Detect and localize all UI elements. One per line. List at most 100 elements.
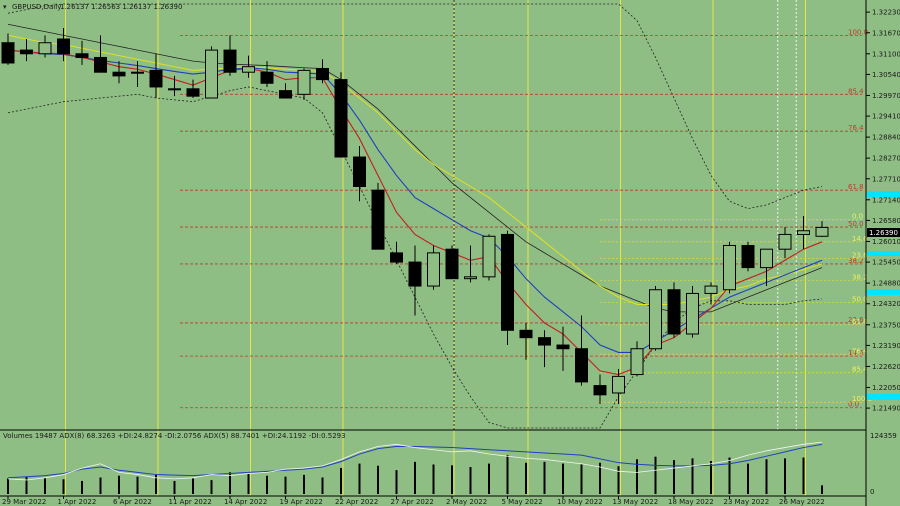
date-label: 11 Apr 2022 (169, 498, 212, 506)
candle-body (20, 49, 33, 55)
fib-yellow-label: 0.0 (852, 213, 863, 221)
fib-red-label: 100.0 (848, 28, 868, 36)
candle[interactable] (556, 326, 570, 371)
fib-red-label: 14.6 (848, 349, 864, 357)
price-tick-label: 1.28270 (872, 155, 900, 163)
candle-body (168, 88, 181, 91)
candle[interactable] (371, 182, 385, 250)
fib-yellow-label: 100.0 (852, 395, 872, 403)
volume-axis-top: 124359 (870, 432, 897, 440)
candle[interactable] (205, 46, 218, 99)
candle-body (630, 348, 644, 376)
date-axis: 29 Mar 2022 1 Apr 2022 6 Apr 2022 11 Apr 20… (2, 496, 825, 506)
price-tick-label: 1.26010 (872, 238, 900, 246)
cyan-level-marker (867, 289, 900, 295)
candle[interactable] (1, 33, 15, 65)
price-tick-label: 1.28840 (872, 134, 900, 142)
candle[interactable] (334, 72, 348, 158)
candle[interactable] (149, 53, 163, 99)
candle[interactable] (630, 341, 644, 377)
cyan-level-marker (867, 251, 900, 256)
price-tick-label: 1.30540 (872, 71, 900, 79)
date-label: 10 May 2022 (557, 498, 603, 506)
date-label: 18 May 2022 (668, 498, 714, 506)
candle-body (741, 244, 755, 269)
candle-body (94, 56, 107, 73)
price-tick-label: 1.26580 (872, 217, 900, 225)
candle[interactable] (649, 286, 662, 351)
price-tick-label: 1.31100 (872, 50, 900, 58)
candle[interactable] (242, 55, 255, 78)
candle[interactable] (667, 282, 681, 338)
candle[interactable] (131, 61, 144, 87)
candle[interactable] (94, 35, 107, 73)
date-label: 19 Apr 2022 (280, 498, 323, 506)
candle[interactable] (815, 221, 829, 238)
candle[interactable] (297, 68, 311, 100)
candle-body (445, 248, 459, 280)
candle[interactable] (168, 75, 181, 97)
price-tick-label: 1.23750 (872, 321, 900, 329)
candle[interactable] (723, 241, 736, 294)
candle-body (501, 233, 514, 331)
date-label: 1 Apr 2022 (58, 498, 97, 506)
candles[interactable] (1, 27, 829, 405)
candle[interactable] (353, 145, 366, 202)
date-label: 14 Apr 2022 (224, 498, 267, 506)
candle-body (556, 344, 570, 350)
volume-axis-bottom: 0 (870, 488, 874, 496)
fib-red-label: 61.8 (848, 183, 864, 191)
price-tick-label: 1.27710 (872, 175, 900, 183)
candle[interactable] (593, 374, 607, 405)
candle[interactable] (575, 315, 588, 386)
fib-yellow-label: 23.6 (852, 251, 868, 259)
fib-yellow-label: 38.2 (852, 274, 868, 282)
candle[interactable] (501, 230, 514, 346)
candle-body (612, 375, 625, 394)
candle[interactable] (390, 241, 403, 264)
candle[interactable] (704, 282, 718, 305)
candle[interactable] (445, 245, 459, 280)
candle[interactable] (38, 35, 52, 58)
candle[interactable] (223, 35, 237, 76)
candle[interactable] (186, 79, 200, 99)
candle[interactable] (741, 241, 755, 272)
price-tick-label: 1.21490 (872, 405, 900, 413)
price-tick-label: 1.22620 (872, 363, 900, 371)
price-tick-label: 1.29410 (872, 113, 900, 121)
candle-body (38, 42, 52, 55)
candle[interactable] (20, 39, 33, 62)
candle[interactable] (279, 83, 292, 99)
candle[interactable] (686, 286, 699, 338)
candle[interactable] (57, 27, 70, 62)
candle-body (575, 348, 588, 383)
fib-red-label: 38.2 (848, 257, 864, 265)
date-label: 13 May 2022 (613, 498, 659, 506)
candle[interactable] (408, 245, 422, 316)
candle-body (778, 233, 792, 250)
candle[interactable] (797, 216, 810, 250)
candle-body (297, 69, 311, 95)
candle[interactable] (427, 245, 440, 290)
candle[interactable] (519, 322, 533, 360)
candle[interactable] (75, 40, 89, 65)
candle-body (279, 90, 292, 99)
candle-body (353, 156, 366, 188)
candle[interactable] (778, 227, 792, 259)
fib-red-label: 0.0 (848, 401, 859, 409)
cyan-level-marker (867, 394, 900, 400)
candle[interactable] (260, 61, 274, 87)
candle[interactable] (760, 248, 773, 287)
candle[interactable] (112, 61, 126, 84)
candle[interactable] (482, 234, 496, 281)
candle-body (260, 71, 274, 84)
chart-symbol-menu[interactable]: ▾ (3, 3, 7, 11)
candle-body (149, 69, 163, 88)
candle[interactable] (316, 59, 329, 84)
candle[interactable] (612, 369, 625, 405)
current-price-label: 1.26390 (869, 229, 898, 237)
candle[interactable] (538, 330, 551, 368)
candle[interactable] (464, 245, 477, 283)
date-label: 2 May 2022 (446, 498, 487, 506)
